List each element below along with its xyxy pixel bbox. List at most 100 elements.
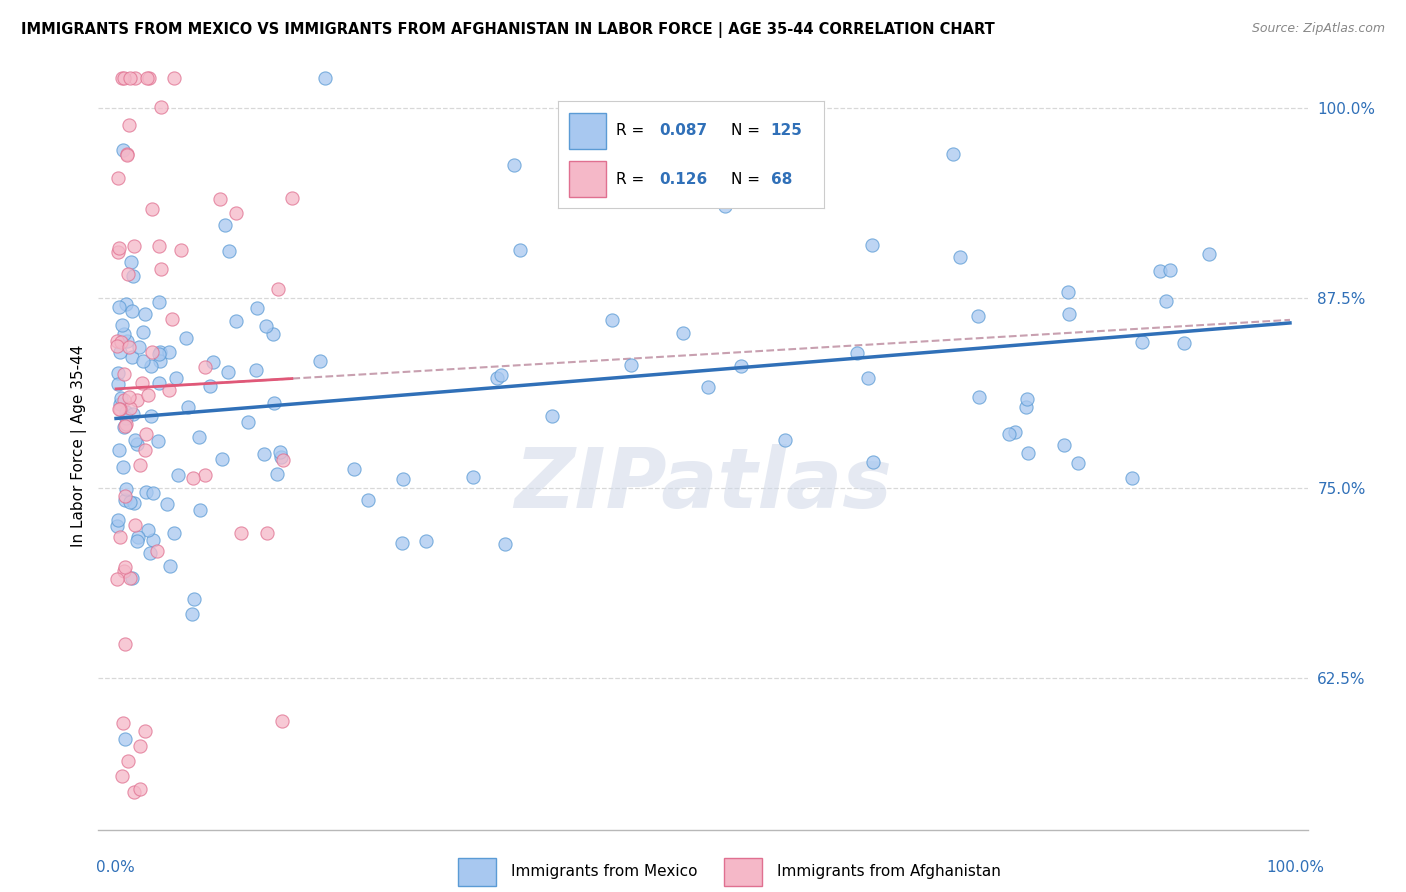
Point: [145, 544, 167, 558]
Text: IMMIGRANTS FROM MEXICO VS IMMIGRANTS FROM AFGHANISTAN IN LABOR FORCE | AGE 35-44: IMMIGRANTS FROM MEXICO VS IMMIGRANTS FRO…: [21, 22, 995, 38]
Point: [114, 731, 136, 746]
Text: 0.0%: 0.0%: [96, 861, 135, 875]
Point: [115, 417, 138, 432]
Point: [245, 362, 267, 376]
Point: [1053, 438, 1076, 452]
Point: [112, 144, 135, 158]
Point: [183, 591, 205, 606]
Point: [138, 70, 160, 85]
Point: [165, 370, 187, 384]
Point: [149, 344, 172, 359]
Point: [115, 482, 138, 496]
Point: [620, 358, 643, 372]
Text: 100.0%: 100.0%: [1267, 861, 1324, 875]
Point: [1057, 285, 1080, 300]
Point: [201, 355, 224, 369]
Point: [108, 300, 131, 314]
Point: [124, 70, 146, 85]
Text: ZIPatlas: ZIPatlas: [515, 444, 891, 524]
Point: [1017, 446, 1039, 460]
Point: [266, 467, 288, 481]
Point: [107, 513, 129, 527]
Point: [112, 393, 135, 408]
Point: [263, 396, 285, 410]
Point: [110, 334, 132, 349]
Point: [162, 70, 184, 85]
Point: [713, 199, 735, 213]
Point: [112, 564, 135, 578]
Point: [174, 331, 197, 345]
Point: [121, 304, 143, 318]
Point: [253, 447, 276, 461]
Point: [229, 526, 252, 541]
Point: [181, 471, 204, 485]
Point: [108, 401, 131, 416]
Point: [262, 327, 284, 342]
Point: [1004, 425, 1026, 439]
Point: [270, 714, 292, 728]
Point: [108, 443, 131, 458]
Point: [108, 530, 131, 544]
Point: [1149, 263, 1171, 277]
Point: [141, 344, 163, 359]
Point: [858, 371, 880, 385]
Point: [134, 426, 156, 441]
Point: [148, 294, 170, 309]
Point: [118, 70, 141, 85]
Point: [148, 376, 170, 390]
Point: [134, 723, 156, 738]
Point: [146, 434, 169, 448]
Point: [148, 239, 170, 253]
Point: [860, 238, 883, 252]
Point: [117, 147, 139, 161]
Point: [112, 327, 135, 342]
Point: [122, 268, 145, 283]
Point: [105, 339, 128, 353]
Point: [269, 445, 291, 459]
Point: [135, 484, 157, 499]
Point: [270, 450, 292, 464]
Point: [211, 452, 233, 467]
Point: [122, 784, 145, 798]
Text: Source: ZipAtlas.com: Source: ZipAtlas.com: [1251, 22, 1385, 36]
Point: [105, 572, 128, 586]
Point: [107, 242, 129, 256]
Point: [110, 391, 132, 405]
Point: [124, 434, 146, 448]
Point: [122, 496, 145, 510]
Point: [942, 146, 965, 161]
Point: [127, 529, 149, 543]
Point: [124, 239, 146, 253]
Point: [509, 243, 531, 257]
Point: [696, 380, 718, 394]
Point: [1173, 336, 1195, 351]
Point: [112, 459, 135, 474]
Point: [148, 347, 170, 361]
Point: [415, 533, 437, 548]
Point: [150, 262, 173, 277]
Point: [117, 754, 139, 768]
Point: [1015, 392, 1038, 406]
Point: [149, 100, 172, 114]
Point: [149, 354, 172, 368]
Point: [120, 255, 142, 269]
Point: [281, 191, 304, 205]
Point: [672, 326, 695, 340]
Point: [134, 306, 156, 320]
Point: [967, 390, 990, 404]
Point: [157, 344, 180, 359]
Point: [159, 558, 181, 573]
Point: [105, 518, 128, 533]
Point: [194, 467, 217, 482]
Point: [118, 571, 141, 585]
Point: [135, 70, 157, 85]
Point: [111, 70, 134, 85]
Point: [142, 486, 165, 500]
Point: [110, 402, 132, 417]
Point: [121, 350, 143, 364]
Point: [256, 525, 278, 540]
Point: [218, 244, 240, 258]
Point: [131, 325, 153, 339]
Point: [187, 430, 209, 444]
Point: [845, 346, 868, 360]
